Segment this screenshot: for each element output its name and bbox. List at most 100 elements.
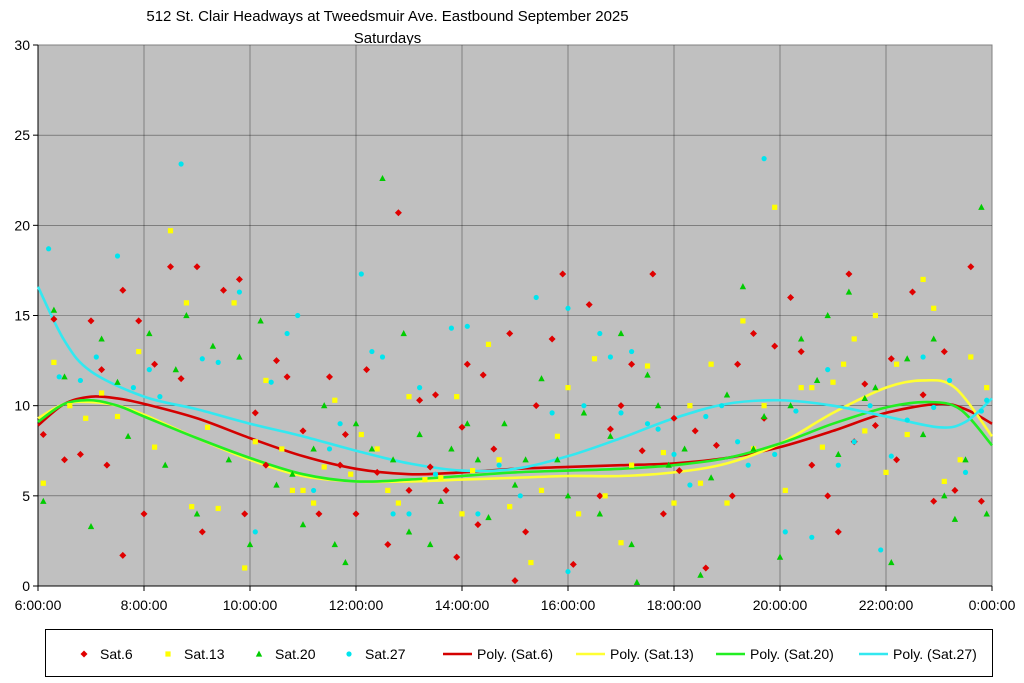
data-point-sat-20 [760, 412, 768, 420]
data-point-sat-13 [968, 354, 974, 360]
data-point-sat-20 [941, 492, 948, 499]
data-point-sat-27 [978, 408, 985, 414]
legend-label-poly-sat-27: Poly. (Sat.27) [893, 646, 977, 662]
data-point-sat-13 [374, 446, 380, 452]
data-point-sat-13 [348, 471, 354, 477]
data-point-sat-6 [119, 551, 127, 559]
data-point-sat-27 [295, 312, 301, 319]
data-point-sat-20 [824, 312, 831, 319]
data-point-sat-13 [114, 413, 121, 420]
data-point-sat-6 [341, 431, 349, 439]
data-point-sat-6 [405, 486, 413, 494]
data-point-sat-20 [798, 335, 805, 342]
data-point-sat-6 [940, 348, 948, 356]
data-point-sat-6 [193, 263, 201, 271]
axes: 0 5 10 15 20 25 30 6:00:00 8:00:00 10:00:00 12:00:… [14, 37, 1015, 613]
chart-title: 512 St. Clair Headways at Tweedsmuir Ave… [0, 6, 775, 50]
data-point-sat-20 [437, 497, 444, 504]
data-point-sat-6 [76, 450, 84, 458]
data-point-sat-20 [40, 497, 47, 504]
data-point-sat-13 [422, 477, 428, 483]
data-point-sat-6 [198, 528, 206, 536]
data-point-sat-13 [507, 504, 513, 510]
data-point-sat-27 [878, 547, 884, 553]
x-tick-label: 12:00:00 [329, 597, 384, 613]
data-point-sat-27 [496, 462, 502, 468]
data-point-sat-20 [464, 420, 471, 427]
data-point-sat-20 [405, 528, 413, 535]
data-point-sat-6 [98, 366, 106, 374]
data-point-sat-13 [470, 467, 476, 474]
data-point-sat-20 [681, 445, 688, 452]
data-point-sat-20 [342, 559, 349, 566]
data-point-sat-27 [687, 482, 693, 488]
data-point-sat-20 [321, 402, 328, 409]
data-point-sat-13 [629, 462, 635, 468]
data-point-sat-13 [496, 457, 502, 463]
data-point-sat-20 [416, 431, 423, 438]
data-point-sat-6 [628, 360, 636, 368]
data-point-sat-6 [919, 391, 927, 399]
data-point-sat-6 [638, 447, 646, 455]
x-tick-label: 8:00:00 [121, 597, 168, 613]
data-point-sat-20 [368, 445, 376, 452]
data-point-sat-6 [177, 375, 185, 383]
data-point-sat-13 [883, 469, 889, 475]
chart-title-line: 512 St. Clair Headways at Tweedsmuir Ave… [146, 8, 629, 25]
data-point-sat-13 [809, 385, 815, 391]
data-point-sat-13 [438, 475, 444, 481]
data-point-sat-13 [984, 385, 990, 391]
y-tick-label: 0 [22, 578, 30, 594]
data-point-sat-6 [712, 441, 720, 449]
data-point-sat-6 [522, 528, 530, 536]
data-point-sat-27 [549, 410, 555, 416]
data-point-sat-6 [458, 423, 466, 431]
data-point-sat-13 [152, 444, 158, 450]
data-point-sat-6 [442, 486, 450, 494]
data-point-sat-6 [262, 461, 270, 469]
trend-lines [36, 286, 994, 484]
data-point-sat-20 [114, 378, 121, 385]
data-point-sat-20 [310, 445, 317, 452]
data-point-sat-6 [606, 425, 614, 433]
data-point-sat-20 [697, 571, 704, 578]
data-point-sat-27 [215, 359, 221, 365]
data-point-sat-6 [659, 510, 667, 518]
data-point-sat-6 [569, 560, 577, 568]
data-point-sat-6 [675, 467, 683, 475]
data-point-sat-27 [735, 439, 741, 445]
data-point-sat-6 [845, 270, 853, 278]
y-tick-label: 25 [14, 127, 30, 143]
y-tick-label: 10 [14, 398, 30, 414]
data-point-sat-27 [146, 367, 152, 373]
data-point-sat-6 [734, 360, 742, 368]
data-point-sat-27 [565, 568, 571, 575]
y-tick-label: 15 [14, 308, 30, 324]
data-point-sat-13 [894, 361, 900, 367]
data-point-sat-20 [225, 456, 232, 463]
data-point-sat-13 [671, 500, 677, 506]
data-point-sat-20 [835, 450, 842, 457]
y-tick-label: 5 [22, 488, 30, 504]
data-point-sat-13 [51, 359, 57, 365]
data-point-sat-13 [618, 540, 624, 546]
data-point-sat-13 [454, 394, 460, 400]
x-tick-label: 16:00:00 [541, 597, 596, 613]
data-point-sat-13 [538, 487, 545, 494]
data-point-sat-27 [984, 397, 990, 403]
data-point-sat-20 [739, 283, 747, 290]
data-point-sat-6 [548, 335, 556, 343]
data-point-sat-6 [299, 427, 307, 435]
data-point-sat-13 [528, 559, 534, 566]
data-point-sat-20 [299, 521, 307, 528]
data-point-sat-13 [252, 439, 258, 445]
data-point-sat-20 [888, 559, 895, 566]
scatter-points [39, 156, 990, 585]
data-point-sat-20 [983, 510, 990, 517]
data-point-sat-27 [77, 377, 83, 384]
data-point-sat-27 [236, 289, 242, 295]
data-point-sat-6 [119, 286, 127, 294]
data-point-sat-20 [723, 391, 731, 398]
data-point-sat-20 [750, 445, 757, 452]
data-point-sat-27 [432, 471, 439, 477]
